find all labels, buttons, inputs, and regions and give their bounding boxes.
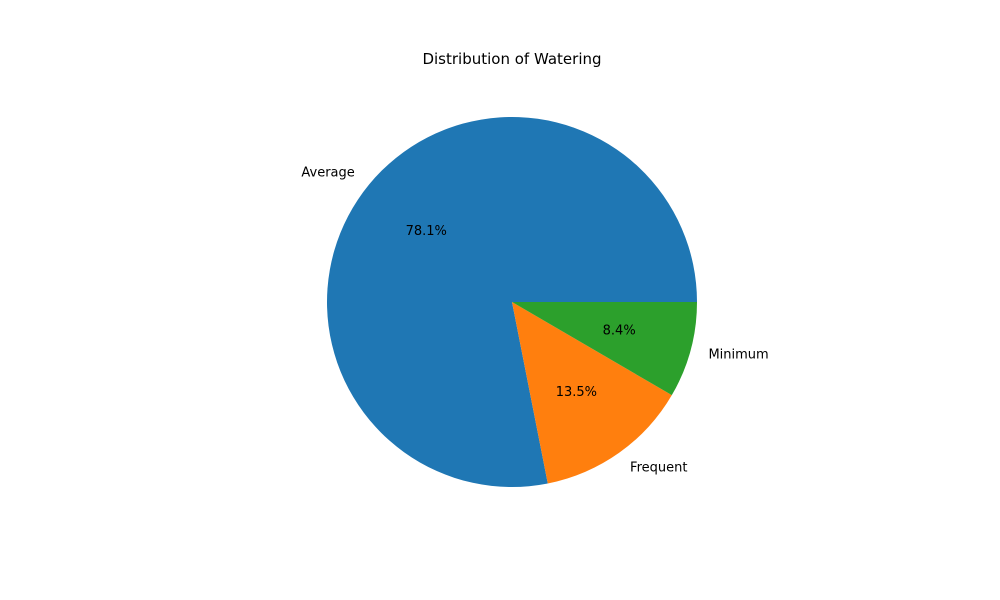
chart-title: Distribution of Watering xyxy=(422,50,601,68)
pie-labels: Average 78.1% Frequent 13.5% Minimum 8.4% xyxy=(301,165,768,475)
slice-label-frequent: Frequent xyxy=(630,460,687,475)
pie-slice-minimum xyxy=(512,302,697,396)
slice-percent-frequent: 13.5% xyxy=(556,385,597,400)
pie-slices xyxy=(327,117,697,488)
slice-percent-average: 78.1% xyxy=(406,224,447,239)
slice-percent-minimum: 8.4% xyxy=(603,323,636,338)
pie-slice-frequent xyxy=(512,302,672,484)
slice-label-average: Average xyxy=(301,165,354,180)
slice-label-minimum: Minimum xyxy=(708,348,768,363)
